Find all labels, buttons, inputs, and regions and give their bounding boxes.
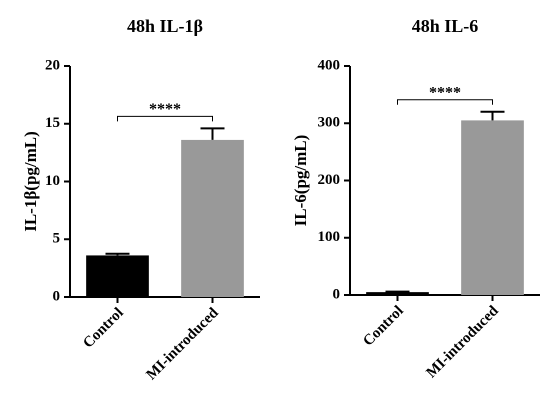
y-axis-label: IL-1β(pg/mL) (21, 131, 40, 232)
bar (86, 255, 149, 297)
bar (181, 139, 244, 297)
x-tick-label: MI-introduced (423, 302, 502, 381)
y-tick-label: 200 (318, 172, 341, 188)
x-tick-label: Control (360, 303, 406, 349)
y-tick-label: 5 (53, 231, 61, 247)
error-bar (480, 110, 505, 121)
y-tick-label: 400 (318, 57, 341, 73)
error-bar (105, 252, 130, 256)
y-tick-label: 300 (318, 115, 341, 131)
significance-label: **** (429, 84, 461, 101)
bar (461, 120, 524, 295)
y-axis-label: IL-6(pg/mL) (291, 135, 310, 227)
error-bar (200, 127, 225, 140)
x-tick-label: MI-introduced (143, 304, 222, 383)
significance-bracket (117, 115, 213, 122)
significance-label: **** (149, 101, 181, 118)
chart-title: 48h IL-6 (412, 16, 479, 36)
error-bar (385, 290, 410, 293)
x-tick-label: Control (80, 305, 126, 351)
chart-title: 48h IL-1β (127, 16, 203, 36)
y-tick-label: 10 (45, 173, 60, 189)
y-tick-label: 0 (53, 288, 61, 304)
significance-bracket (397, 99, 493, 105)
y-tick-label: 15 (45, 115, 60, 131)
bar (366, 292, 429, 295)
y-tick-label: 20 (45, 57, 60, 73)
y-tick-label: 0 (333, 286, 341, 302)
y-tick-label: 100 (318, 229, 341, 245)
